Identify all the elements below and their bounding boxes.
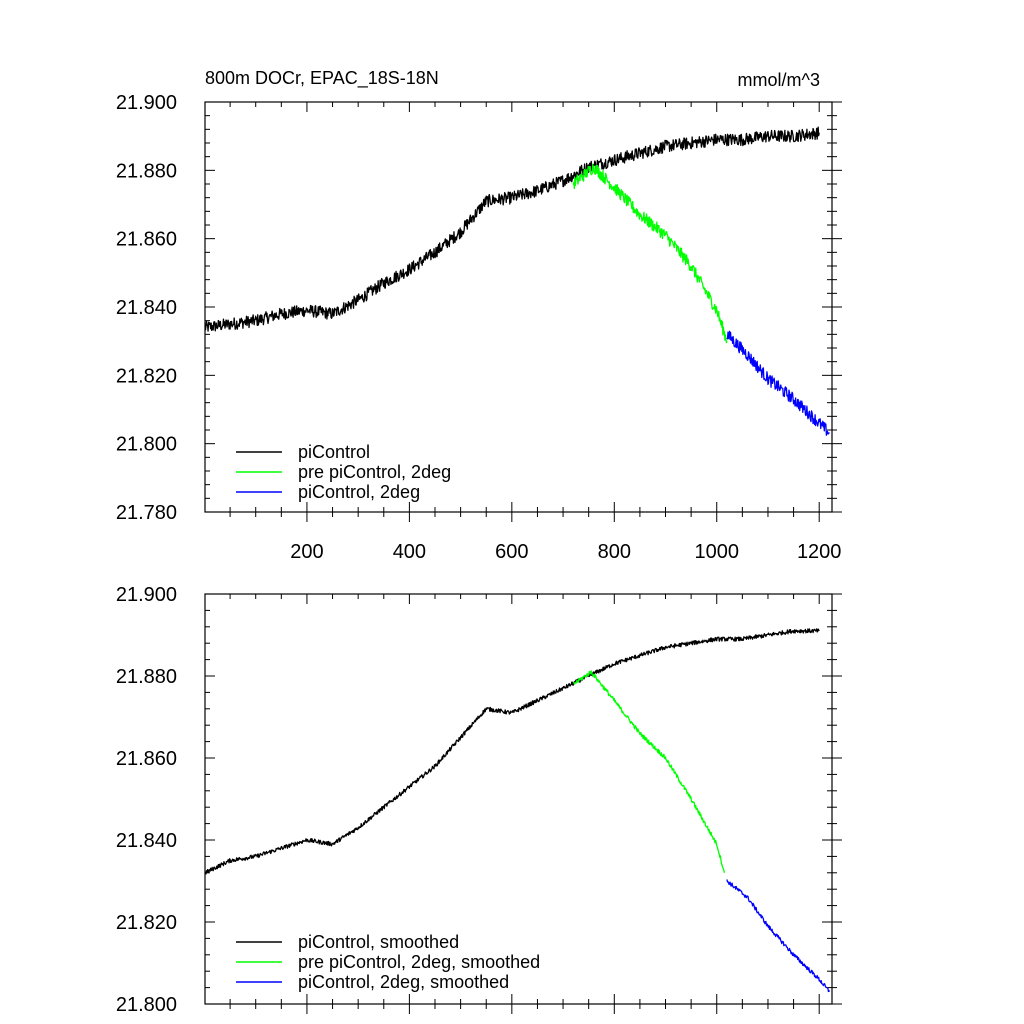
top-plot-frame: [204, 101, 833, 513]
legend-label: pre piControl, 2deg, smoothed: [298, 952, 540, 972]
legend-label: piControl, smoothed: [298, 932, 459, 952]
top-tick-labels: 200 400 600 800 1000 1200 21.780 21.800 21.820 21…: [116, 92, 842, 563]
series-line: [572, 670, 726, 873]
bottom-chart-panel: 21.800 21.820 21.840 21.860 21.880 21.900 piC…: [116, 584, 842, 1016]
y-tick-label: 21.840: [116, 297, 177, 319]
x-tick-label: 600: [495, 541, 528, 563]
y-tick-label: 21.840: [116, 830, 177, 852]
x-tick-label: 1200: [797, 541, 842, 563]
series-line: [726, 879, 831, 993]
top-chart-panel: 800m DOCr, EPAC_18S-18N mmol/m^3 200 400 6…: [116, 68, 842, 563]
bottom-series-lines: [204, 628, 831, 993]
x-tick-label: 400: [393, 541, 426, 563]
y-tick-label: 21.800: [116, 994, 177, 1016]
x-tick-label: 1000: [694, 541, 739, 563]
y-tick-label: 21.860: [116, 229, 177, 251]
bottom-plot-frame: [204, 593, 833, 1005]
y-tick-label: 21.900: [116, 92, 177, 114]
series-line: [204, 628, 820, 875]
chart-title: 800m DOCr, EPAC_18S-18N: [205, 68, 439, 89]
y-tick-label: 21.800: [116, 434, 177, 456]
series-line: [726, 330, 830, 436]
series-line: [204, 126, 820, 332]
series-line: [572, 163, 728, 344]
legend-label: piControl, 2deg: [298, 482, 420, 502]
y-tick-label: 21.820: [116, 365, 177, 387]
bottom-tick-labels: 21.800 21.820 21.840 21.860 21.880 21.900: [116, 584, 177, 1016]
y-tick-label: 21.860: [116, 748, 177, 770]
legend-label: piControl, 2deg, smoothed: [298, 972, 509, 992]
y-tick-label: 21.780: [116, 502, 177, 524]
top-series-lines: [204, 126, 830, 436]
top-ticks: [205, 101, 842, 522]
x-tick-label: 200: [290, 541, 323, 563]
y-tick-label: 21.900: [116, 584, 177, 606]
bottom-ticks: [205, 593, 842, 1014]
y-tick-label: 21.880: [116, 666, 177, 688]
y-tick-label: 21.820: [116, 912, 177, 934]
legend-label: pre piControl, 2deg: [298, 462, 451, 482]
y-tick-label: 21.880: [116, 160, 177, 182]
x-tick-label: 800: [598, 541, 631, 563]
units-label: mmol/m^3: [738, 70, 820, 90]
legend-label: piControl: [298, 442, 370, 462]
